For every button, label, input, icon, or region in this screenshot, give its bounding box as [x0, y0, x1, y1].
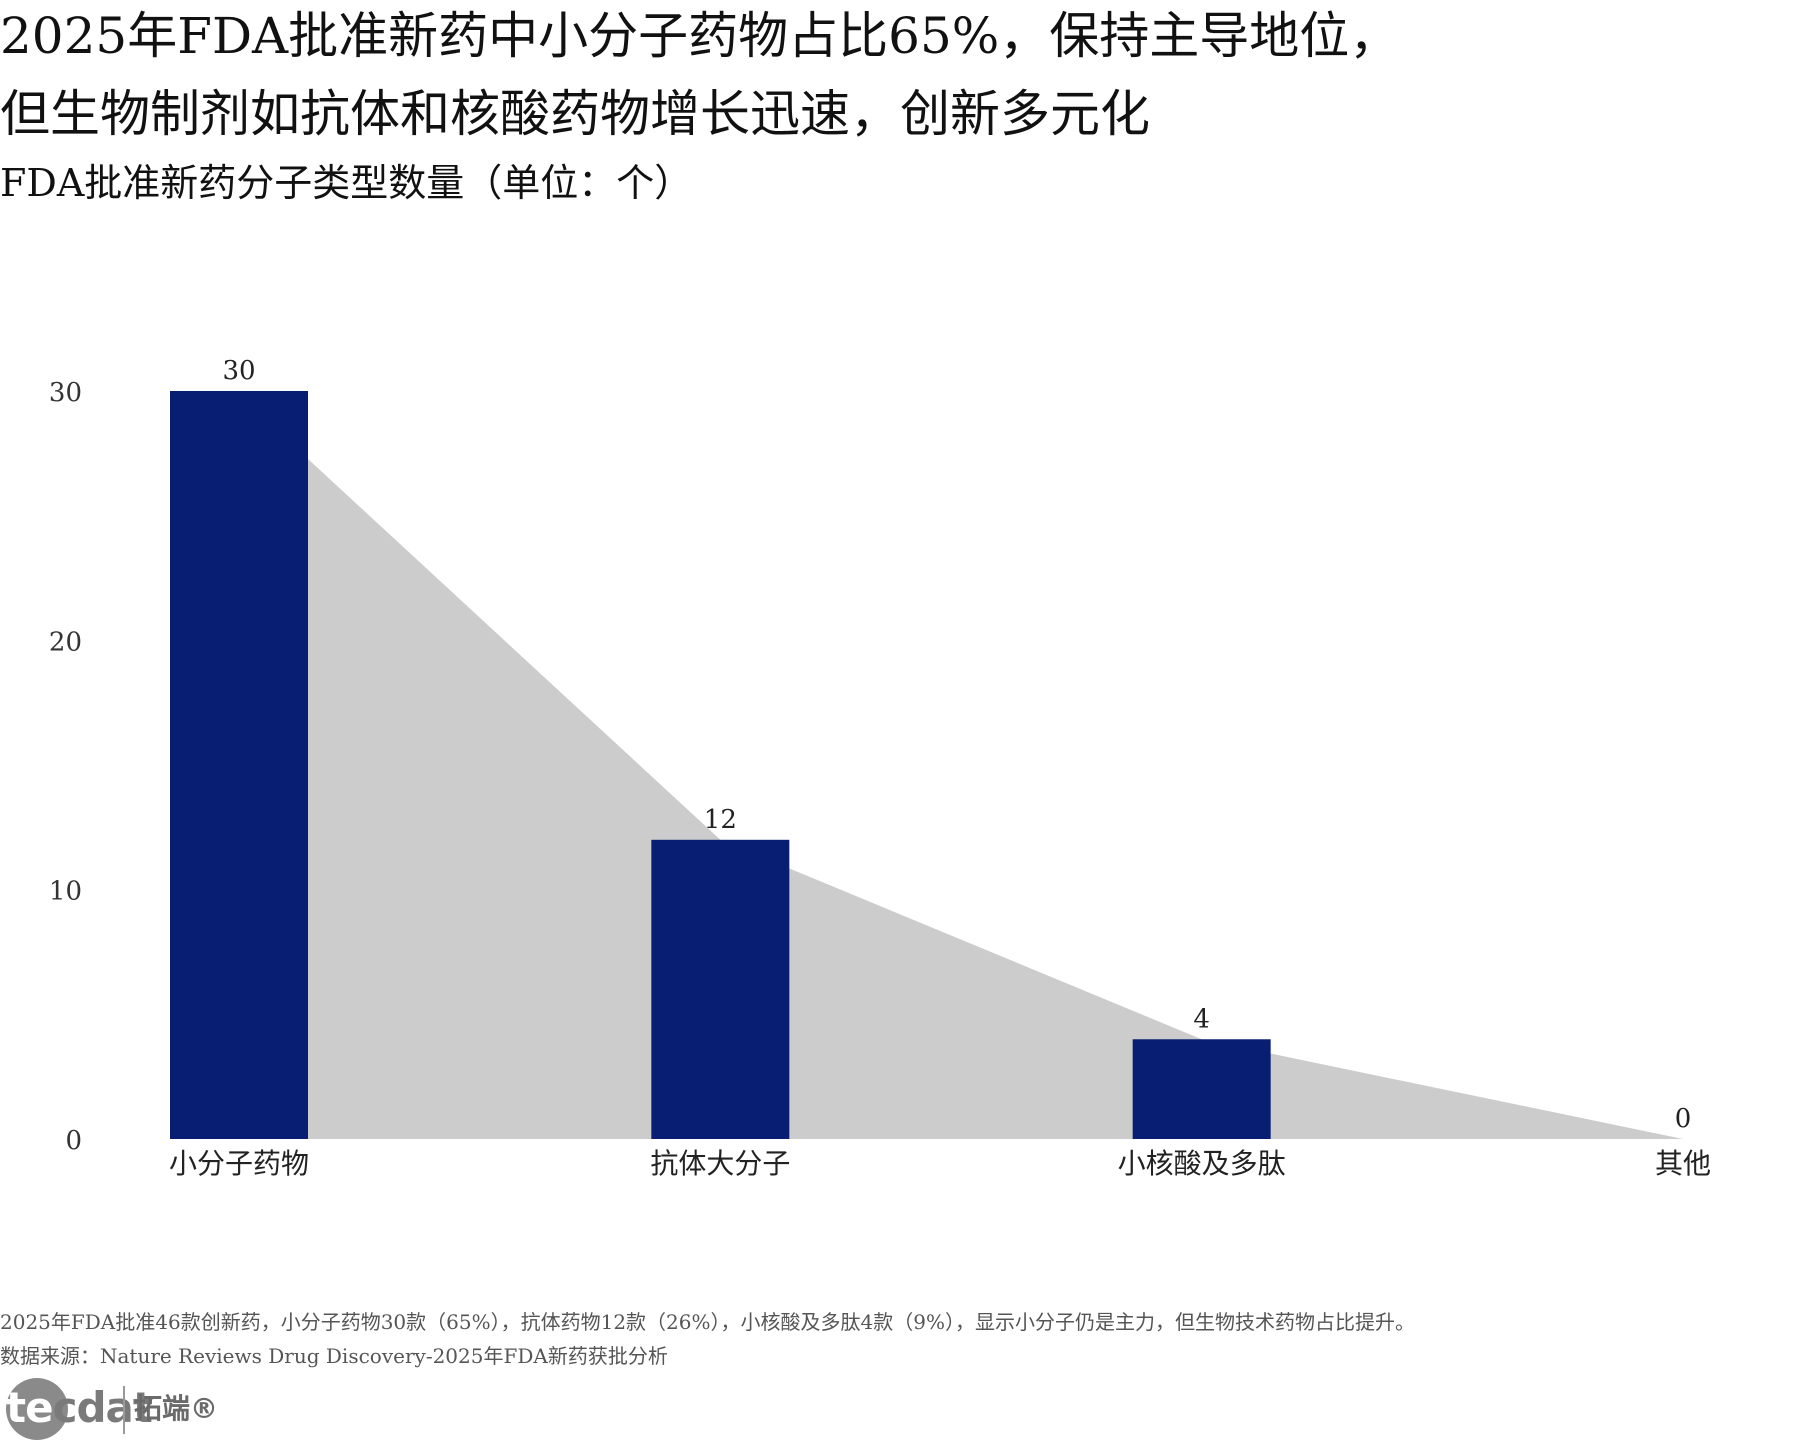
- data-label: 4: [1193, 1004, 1210, 1034]
- x-tick-label: 小核酸及多肽: [1118, 1147, 1286, 1180]
- logo-chinese-name: 拓端®: [134, 1392, 219, 1425]
- x-tick-label: 小分子药物: [169, 1147, 309, 1180]
- chart-title-line-1: 2025年FDA批准新药中小分子药物占比65%，保持主导地位，: [0, 7, 1400, 65]
- data-label: 0: [1675, 1104, 1692, 1134]
- data-source: 数据来源：Nature Reviews Drug Discovery-2025年…: [0, 1344, 668, 1368]
- y-tick-label: 10: [49, 877, 82, 907]
- data-label: 30: [222, 356, 255, 386]
- bar-小核酸及多肽: [1132, 1039, 1271, 1139]
- chart-subtitle: FDA批准新药分子类型数量（单位：个）: [0, 161, 693, 205]
- logo-wordmark: tecdat: [6, 1383, 153, 1432]
- y-tick-label: 0: [65, 1126, 82, 1156]
- bar-小分子药物: [170, 391, 308, 1139]
- data-labels-layer: 30 12 4 0: [222, 356, 1691, 1134]
- y-tick-label: 20: [49, 627, 82, 657]
- bars-layer: [170, 391, 1271, 1139]
- logo-circle-icon: [6, 1378, 68, 1440]
- x-tick-label: 其他: [1655, 1147, 1711, 1180]
- data-label: 12: [704, 805, 737, 835]
- x-axis: 小分子药物 抗体大分子 小核酸及多肽 其他: [169, 1147, 1711, 1180]
- bar-抗体大分子: [651, 839, 790, 1139]
- x-tick-label: 抗体大分子: [650, 1147, 790, 1180]
- brand-logo: tecdat 拓端®: [0, 1376, 230, 1440]
- bar-chart: 0 10 20 30 小分子药物 抗体大分子 小核酸及多肽 其他 30 12 4 0: [49, 356, 1711, 1180]
- footnote-summary: 2025年FDA批准46款创新药，小分子药物30款（65%），抗体药物12款（2…: [0, 1310, 1415, 1334]
- y-tick-label: 30: [49, 378, 82, 408]
- chart-title-line-2: 但生物制剂如抗体和核酸药物增长迅速，创新多元化: [0, 85, 1150, 143]
- trend-area: [308, 459, 1683, 1139]
- logo-divider: [123, 1386, 125, 1434]
- y-axis: 0 10 20 30: [49, 378, 82, 1156]
- trend-area-layer: [308, 459, 1683, 1139]
